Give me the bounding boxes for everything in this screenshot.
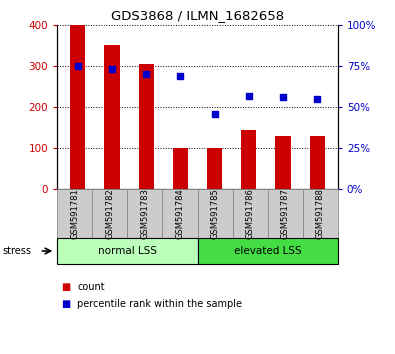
Bar [70,25,85,189]
Text: count: count [77,282,105,292]
Bar [310,136,325,189]
Text: GSM591784: GSM591784 [175,188,184,239]
Text: GSM591787: GSM591787 [280,188,290,239]
Point [246,93,252,98]
Text: GSM591785: GSM591785 [211,188,220,239]
Point [211,111,218,116]
Text: stress: stress [2,246,31,256]
Bar [139,64,154,189]
Bar [173,148,188,189]
Point [75,63,81,69]
Text: GSM591788: GSM591788 [316,188,325,239]
Bar [104,45,120,189]
Bar [241,130,256,189]
Point [143,72,149,77]
Text: GSM591782: GSM591782 [105,188,115,239]
Text: percentile rank within the sample: percentile rank within the sample [77,299,242,309]
Text: elevated LSS: elevated LSS [234,246,301,256]
Text: GSM591783: GSM591783 [140,188,149,239]
Bar [275,136,291,189]
Text: normal LSS: normal LSS [98,246,157,256]
Point [314,96,320,102]
Bar [207,148,222,189]
Text: GDS3868 / ILMN_1682658: GDS3868 / ILMN_1682658 [111,9,284,22]
Text: ■: ■ [61,299,70,309]
Text: GSM591781: GSM591781 [70,188,79,239]
Point [177,73,184,79]
Text: GSM591786: GSM591786 [246,188,255,239]
Point [280,95,286,100]
Text: ■: ■ [61,282,70,292]
Point [109,67,115,72]
